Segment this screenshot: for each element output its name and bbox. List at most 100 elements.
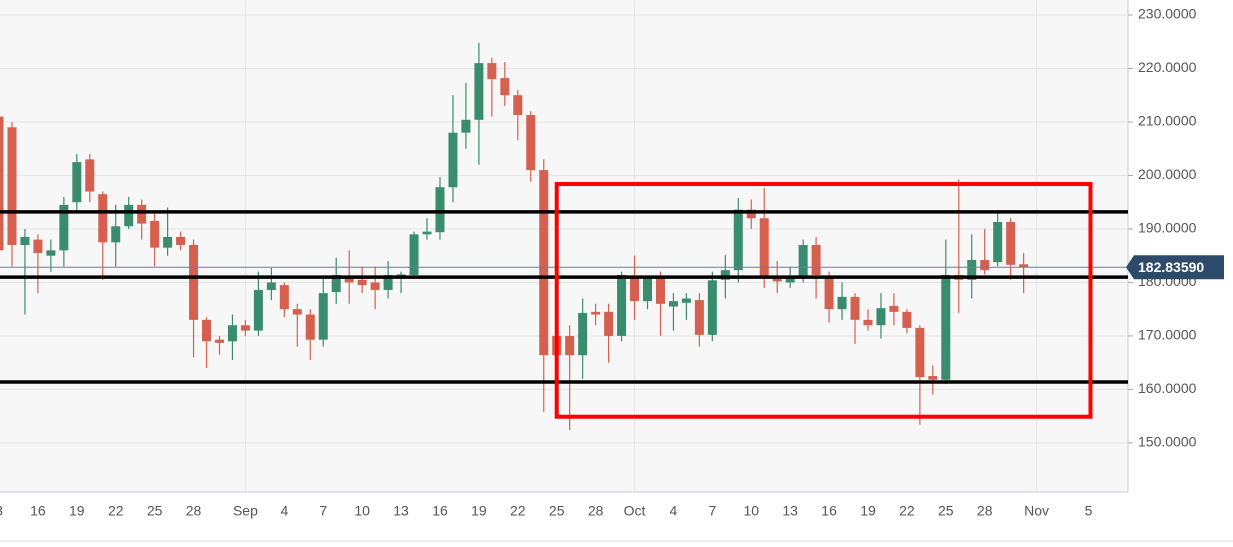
candle-body: [837, 296, 847, 310]
candle-body: [487, 63, 497, 80]
y-tick-label: 190.0000: [1138, 220, 1197, 236]
candle-body: [20, 236, 30, 245]
candle-body: [604, 311, 614, 336]
candle-body: [720, 270, 730, 280]
candle-body: [824, 277, 834, 310]
candle-body: [539, 170, 549, 356]
candle-body: [707, 280, 717, 335]
x-tick-label: 7: [708, 503, 716, 519]
y-tick-label: 150.0000: [1138, 434, 1197, 450]
candle-body: [1019, 264, 1029, 268]
candle-body: [785, 277, 795, 283]
candle-body: [46, 250, 56, 256]
x-tick-label: Oct: [624, 503, 646, 519]
x-tick-label: 19: [860, 503, 876, 519]
candle-body: [59, 204, 69, 251]
candle-body: [448, 132, 458, 188]
x-tick-label: 10: [354, 503, 370, 519]
candle-body: [746, 209, 756, 219]
x-tick-label: 13: [393, 503, 409, 519]
x-tick-label: 13: [782, 503, 798, 519]
candle-body: [124, 204, 134, 227]
x-tick-label: 28: [977, 503, 993, 519]
candle-body: [655, 277, 665, 304]
x-tick-label: 25: [147, 503, 163, 519]
candle-body: [915, 327, 925, 378]
candle-body: [383, 274, 393, 290]
y-tick-label: 170.0000: [1138, 327, 1197, 343]
x-tick-label: 10: [743, 503, 759, 519]
y-tick-label: 200.0000: [1138, 166, 1197, 182]
x-tick-label: 16: [30, 503, 46, 519]
candle-body: [513, 95, 523, 116]
candle-body: [617, 274, 627, 336]
x-tick-label: 22: [899, 503, 915, 519]
candle-body: [1006, 221, 1016, 265]
x-tick-label: 28: [186, 503, 202, 519]
candle-body: [643, 277, 652, 302]
x-tick-label: 19: [471, 503, 487, 519]
last-price-label: 182.83590: [1138, 259, 1204, 275]
x-tick-label: 25: [549, 503, 565, 519]
candle-body: [461, 119, 471, 133]
candle-body: [850, 296, 860, 320]
candle-body: [668, 301, 678, 307]
candle-body: [980, 259, 990, 271]
candle-body: [111, 226, 121, 243]
candle-body: [863, 319, 873, 326]
candle-body: [435, 187, 445, 233]
candle-body: [967, 259, 977, 280]
candle-body: [370, 282, 380, 290]
candle-body: [214, 339, 224, 343]
x-tick-label: 16: [821, 503, 837, 519]
candle-body: [305, 314, 315, 340]
x-tick-label: Nov: [1024, 503, 1049, 519]
candle-body: [163, 236, 173, 248]
candle-body: [941, 274, 951, 380]
plot-area: [0, 0, 1128, 492]
candle-body: [176, 236, 186, 245]
candle-body: [733, 209, 743, 271]
candle-body: [772, 277, 782, 282]
candle-body: [578, 312, 588, 356]
candle-body: [409, 234, 419, 275]
candle-body: [189, 245, 199, 320]
candle-body: [0, 116, 4, 251]
x-tick-label: 16: [432, 503, 448, 519]
candle-body: [33, 239, 43, 254]
candle-body: [240, 325, 250, 331]
candle-body: [694, 300, 704, 335]
candle-body: [591, 311, 601, 315]
candle-body: [526, 115, 536, 171]
x-tick-label: 4: [280, 503, 288, 519]
y-tick-label: 160.0000: [1138, 380, 1197, 396]
candle-body: [681, 298, 691, 303]
candle-body: [72, 162, 82, 203]
x-tick-label: Sep: [233, 503, 258, 519]
candle-body: [279, 285, 289, 310]
candle-body: [98, 194, 108, 243]
candle-body: [993, 221, 1003, 263]
y-tick-label: 230.0000: [1138, 6, 1197, 22]
candle-body: [318, 293, 328, 340]
last-price-badge: [1126, 255, 1224, 280]
y-tick-label: 220.0000: [1138, 59, 1197, 75]
candle-body: [150, 220, 160, 248]
x-tick-label: 22: [108, 503, 124, 519]
candle-body: [7, 127, 17, 245]
candle-body: [344, 277, 354, 283]
candle-body: [292, 309, 302, 315]
candle-body: [889, 305, 899, 312]
x-tick-label: 5: [1085, 503, 1093, 519]
candle-body: [928, 376, 938, 380]
candle-body: [137, 204, 147, 224]
candle-body: [253, 289, 263, 331]
x-tick-label: 19: [69, 503, 85, 519]
candle-body: [331, 274, 341, 293]
candle-body: [357, 279, 367, 286]
candle-body: [565, 335, 575, 356]
candle-body: [876, 308, 886, 326]
x-tick-label: 3: [0, 503, 3, 519]
candle-body: [630, 278, 640, 302]
